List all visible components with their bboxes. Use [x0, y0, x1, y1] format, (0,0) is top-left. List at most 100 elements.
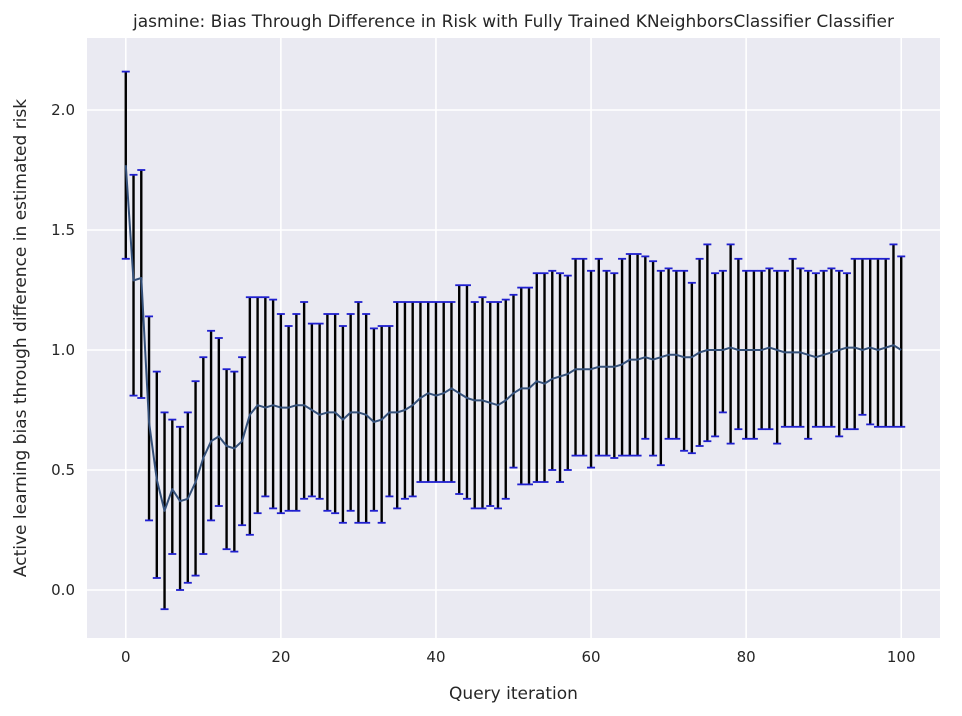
error-bar: [525, 286, 534, 486]
error-bar: [579, 257, 588, 457]
error-bar: [842, 272, 851, 431]
error-bar: [431, 301, 440, 483]
error-bar: [881, 257, 890, 428]
error-bar: [563, 274, 572, 471]
error-bar: [897, 255, 906, 428]
error-bar: [811, 272, 820, 428]
error-bar: [602, 269, 611, 457]
x-tick-label: 0: [121, 648, 131, 666]
error-bar: [633, 253, 642, 457]
x-tick-label: 60: [581, 648, 600, 666]
error-bar: [408, 301, 417, 498]
error-bar: [780, 269, 789, 428]
error-bar: [261, 296, 270, 498]
error-bar: [873, 257, 882, 428]
error-bar: [749, 269, 758, 440]
x-tick-label: 40: [426, 648, 445, 666]
error-bar: [788, 257, 797, 428]
error-bar: [276, 313, 285, 515]
error-bar: [129, 173, 138, 397]
x-tick-label: 80: [737, 648, 756, 666]
error-bar: [571, 257, 580, 457]
error-bar: [455, 284, 464, 495]
y-tick-label: 1.0: [51, 341, 75, 359]
error-bar: [315, 322, 324, 500]
error-bar: [230, 370, 239, 553]
error-bar: [486, 301, 495, 507]
error-bar: [664, 267, 673, 440]
y-tick-label: 0.0: [51, 581, 75, 599]
y-tick-label: 1.5: [51, 221, 75, 239]
error-bar: [424, 301, 433, 483]
error-bar: [207, 329, 216, 522]
y-axis-label: Active learning bias through difference …: [11, 99, 31, 577]
x-tick-label: 100: [887, 648, 916, 666]
x-axis-label: Query iteration: [449, 684, 578, 704]
y-tick-label: 0.5: [51, 461, 75, 479]
error-bar: [362, 313, 371, 524]
error-bar: [532, 272, 541, 483]
error-bars: [121, 70, 906, 611]
error-bar: [703, 243, 712, 443]
error-bar: [517, 286, 526, 486]
error-bar: [447, 301, 456, 483]
error-bar: [284, 325, 293, 512]
error-bar: [292, 313, 301, 512]
error-bar: [168, 418, 177, 555]
error-bar: [773, 269, 782, 445]
y-tick-label: 2.0: [51, 101, 75, 119]
error-bar: [726, 243, 735, 445]
error-bar: [656, 269, 665, 467]
error-bar: [462, 284, 471, 500]
error-bar: [680, 269, 689, 452]
error-bar: [214, 337, 223, 507]
error-bar: [742, 269, 751, 440]
error-bar: [393, 301, 402, 510]
error-bar: [509, 293, 518, 469]
error-bar: [765, 267, 774, 431]
x-tick-label: 20: [271, 648, 290, 666]
chart-title: jasmine: Bias Through Difference in Risk…: [132, 12, 894, 32]
error-bar: [618, 257, 627, 457]
error-bar: [377, 325, 386, 524]
mean-line-layer: [124, 165, 902, 512]
error-bar: [478, 296, 487, 510]
tick-labels: 0 20 40 60 80 100 0.0 0.5 1.0 1.5 2.0: [51, 101, 915, 666]
error-bar: [191, 380, 200, 577]
error-bar: [548, 269, 557, 471]
error-bar: [121, 70, 130, 260]
error-bar: [300, 301, 309, 500]
error-bar: [641, 255, 650, 440]
error-bar: [416, 301, 425, 483]
error-bar: [338, 325, 347, 524]
error-bar: [850, 257, 859, 431]
error-bar: [858, 257, 867, 416]
error-bar: [556, 272, 565, 483]
error-bar: [687, 281, 696, 455]
error-bar: [796, 267, 805, 428]
error-bar: [369, 327, 378, 512]
error-bar: [649, 260, 658, 457]
error-bar: [594, 257, 603, 457]
error-bar: [866, 257, 875, 426]
mean-series-line: [124, 165, 902, 512]
error-bar: [610, 272, 619, 459]
error-bar: [470, 301, 479, 510]
error-bar: [734, 257, 743, 431]
error-bar: [827, 267, 836, 428]
error-bar: [625, 253, 634, 457]
error-bar: [176, 425, 185, 591]
error-bar: [222, 368, 231, 551]
error-bar: [385, 325, 394, 498]
error-bar: [889, 243, 898, 428]
error-bar: [835, 269, 844, 438]
error-bar: [400, 301, 409, 500]
error-bar: [819, 269, 828, 428]
error-bar: [439, 301, 448, 483]
error-bar: [540, 272, 549, 483]
error-bar: [718, 269, 727, 414]
error-bar: [711, 272, 720, 438]
error-bar: [269, 298, 278, 510]
